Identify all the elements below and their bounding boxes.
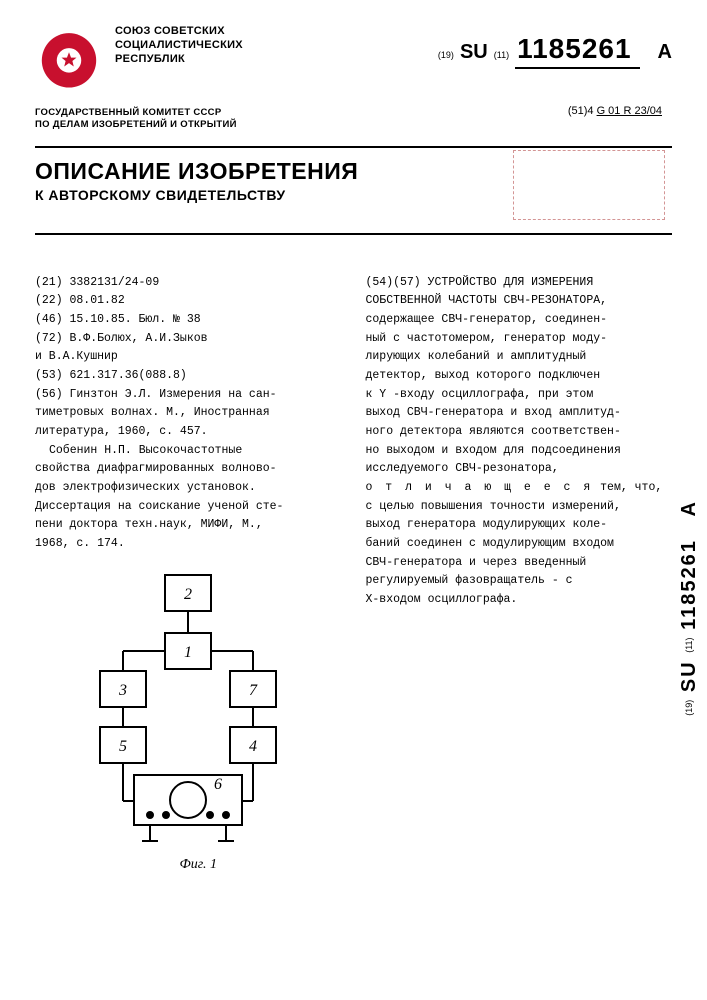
content-columns: (21) 3382131/24-09 (22) 08.01.82 (46) 15… bbox=[35, 275, 672, 875]
biblio-line: дов электрофизических установок. bbox=[35, 480, 342, 497]
abstract-line: о т л и ч а ю щ е е с я тем, что, bbox=[366, 480, 673, 497]
side-su: SU bbox=[678, 660, 700, 692]
figure-1: 2 1 3 7 5 4 6 Фиг. 1 bbox=[35, 571, 342, 875]
side-prefix-11: (11) bbox=[684, 637, 694, 652]
abstract-rest: тем, что, bbox=[593, 481, 662, 494]
union-title: СОЮЗ СОВЕТСКИХ СОЦИАЛИСТИЧЕСКИХ РЕСПУБЛИ… bbox=[115, 25, 243, 66]
stamp-box bbox=[513, 150, 665, 220]
id-prefix-19: (19) bbox=[438, 50, 454, 60]
side-patent-id: (19) SU (11) 1185261 A bbox=[678, 500, 701, 716]
header-row: СОЮЗ СОВЕТСКИХ СОЦИАЛИСТИЧЕСКИХ РЕСПУБЛИ… bbox=[35, 25, 672, 93]
abstract-line: баний соединен с модулирующим входом bbox=[366, 536, 673, 553]
side-suffix: A bbox=[678, 500, 700, 516]
abstract-line: лирующих колебаний и амплитудный bbox=[366, 349, 673, 366]
id-country: SU bbox=[460, 41, 488, 64]
biblio-line: Диссертация на соискание ученой сте- bbox=[35, 499, 342, 516]
biblio-line: (72) В.Ф.Болюх, А.И.Зыков bbox=[35, 331, 342, 348]
biblio-line: (53) 621.317.36(088.8) bbox=[35, 368, 342, 385]
side-number: 1185261 bbox=[678, 539, 700, 630]
biblio-line: (46) 15.10.85. Бюл. № 38 bbox=[35, 312, 342, 329]
biblio-line: 1968, с. 174. bbox=[35, 536, 342, 553]
id-suffix: A bbox=[658, 41, 672, 64]
abstract-line: СОБСТВЕННОЙ ЧАСТОТЫ СВЧ-РЕЗОНАТОРА, bbox=[366, 293, 673, 310]
patent-id: (19) SU (11) 1185261 A bbox=[438, 25, 672, 69]
abstract-line: ный с частотомером, генератор моду- bbox=[366, 331, 673, 348]
ipc-code: G 01 R 23/04 bbox=[597, 105, 662, 117]
fig-label-5: 5 bbox=[119, 738, 127, 755]
right-column: (54)(57) УСТРОЙСТВО ДЛЯ ИЗМЕРЕНИЯ СОБСТВ… bbox=[366, 275, 673, 875]
biblio-line: свойства диафрагмированных волново- bbox=[35, 461, 342, 478]
abstract-line: выход СВЧ-генератора и вход амплитуд- bbox=[366, 405, 673, 422]
stamp-text bbox=[514, 151, 664, 163]
divider-line bbox=[35, 233, 672, 235]
id-number: 1185261 bbox=[515, 33, 639, 69]
union-line: СОЦИАЛИСТИЧЕСКИХ bbox=[115, 39, 243, 53]
abstract-line: содержащее СВЧ-генератор, соединен- bbox=[366, 312, 673, 329]
fig-label-6: 6 bbox=[214, 776, 222, 793]
fig-label-7: 7 bbox=[249, 682, 258, 699]
abstract-line: (54)(57) УСТРОЙСТВО ДЛЯ ИЗМЕРЕНИЯ bbox=[366, 275, 673, 292]
biblio-line: и В.А.Кушнир bbox=[35, 349, 342, 366]
union-line: СОЮЗ СОВЕТСКИХ bbox=[115, 25, 243, 39]
page: СОЮЗ СОВЕТСКИХ СОЦИАЛИСТИЧЕСКИХ РЕСПУБЛИ… bbox=[0, 0, 707, 1000]
left-column: (21) 3382131/24-09 (22) 08.01.82 (46) 15… bbox=[35, 275, 342, 875]
biblio-line: пени доктора техн.наук, МИФИ, М., bbox=[35, 517, 342, 534]
biblio-line: (56) Гинзтон Э.Л. Измерения на сан- bbox=[35, 387, 342, 404]
fig-label-1: 1 bbox=[184, 644, 192, 661]
ipc-classification: (51)4 G 01 R 23/04 bbox=[568, 105, 662, 117]
abstract-line: но выходом и входом для подсоединения bbox=[366, 443, 673, 460]
id-prefix-11: (11) bbox=[494, 50, 509, 60]
fig-label-4: 4 bbox=[249, 738, 257, 755]
biblio-line: тиметровых волнах. М., Иностранная bbox=[35, 405, 342, 422]
abstract-line: СВЧ-генератора и через введенный bbox=[366, 555, 673, 572]
biblio-line: (22) 08.01.82 bbox=[35, 293, 342, 310]
state-emblem-icon bbox=[35, 25, 103, 93]
biblio-line: (21) 3382131/24-09 bbox=[35, 275, 342, 292]
union-line: РЕСПУБЛИК bbox=[115, 53, 243, 67]
abstract-line: выход генератора модулирующих коле- bbox=[366, 517, 673, 534]
ipc-prefix: (51)4 bbox=[568, 105, 594, 117]
abstract-spaced: о т л и ч а ю щ е е с я bbox=[366, 481, 594, 494]
biblio-line: литература, 1960, с. 457. bbox=[35, 424, 342, 441]
abstract-line: X-входом осциллографа. bbox=[366, 592, 673, 609]
abstract-line: исследуемого СВЧ-резонатора, bbox=[366, 461, 673, 478]
figure-caption: Фиг. 1 bbox=[55, 855, 342, 875]
abstract-line: ного детектора являются соответствен- bbox=[366, 424, 673, 441]
fig-label-2: 2 bbox=[184, 586, 192, 603]
abstract-line: регулируемый фазовращатель - с bbox=[366, 573, 673, 590]
divider-line bbox=[35, 146, 672, 148]
abstract-line: с целью повышения точности измерений, bbox=[366, 499, 673, 516]
abstract-line: детектор, выход которого подключен bbox=[366, 368, 673, 385]
abstract-line: к Y -входу осциллографа, при этом bbox=[366, 387, 673, 404]
committee-line: ПО ДЕЛАМ ИЗОБРЕТЕНИЙ И ОТКРЫТИЙ bbox=[35, 119, 672, 131]
side-prefix-19: (19) bbox=[684, 700, 694, 716]
fig-label-3: 3 bbox=[118, 682, 127, 699]
biblio-line: Собенин Н.П. Высокочастотные bbox=[35, 443, 342, 460]
